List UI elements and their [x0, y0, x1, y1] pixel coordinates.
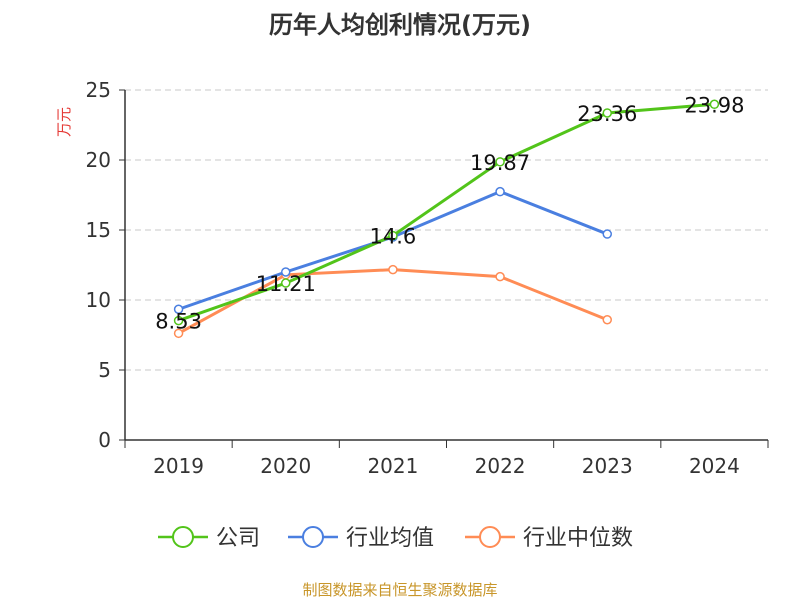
data-point[interactable] — [602, 314, 612, 325]
data-label: 19.87 — [470, 151, 530, 175]
legend-item[interactable]: 行业均值 — [288, 526, 434, 551]
x-tick-label: 2020 — [260, 454, 311, 478]
y-tick-label: 0 — [98, 428, 111, 452]
series-line — [177, 268, 608, 335]
series-line — [178, 190, 608, 311]
data-point[interactable] — [602, 229, 612, 239]
x-tick-label: 2021 — [367, 454, 418, 478]
x-tick-label: 2019 — [153, 454, 204, 478]
y-tick-label: 5 — [98, 358, 111, 382]
source-note: 制图数据来自恒生聚源数据库 — [302, 581, 497, 599]
y-tick-label: 25 — [86, 78, 111, 102]
data-label: 11.21 — [256, 272, 316, 296]
series-line — [178, 102, 715, 322]
legend-item[interactable]: 公司 — [158, 526, 260, 551]
data-point[interactable] — [173, 328, 184, 339]
data-label: 8.53 — [155, 310, 202, 334]
legend-label: 公司 — [216, 526, 260, 551]
legend-item[interactable]: 行业中位数 — [465, 526, 633, 551]
data-label: 14.6 — [370, 225, 417, 249]
legend-label: 行业均值 — [346, 526, 434, 551]
x-tick-label: 2023 — [582, 454, 633, 478]
data-point[interactable] — [495, 271, 505, 282]
legend-marker-icon — [479, 526, 501, 548]
x-tick-label: 2022 — [475, 454, 526, 478]
data-point[interactable] — [602, 108, 612, 118]
data-point[interactable] — [388, 264, 398, 275]
y-tick-label: 20 — [86, 148, 111, 172]
legend-label: 行业中位数 — [523, 526, 633, 551]
data-point[interactable] — [495, 157, 505, 167]
y-tick-label: 15 — [86, 218, 111, 242]
data-point[interactable] — [388, 230, 398, 241]
x-tick-label: 2024 — [689, 454, 740, 478]
data-point[interactable] — [173, 315, 184, 326]
chart-title: 历年人均创利情况(万元) — [269, 11, 531, 39]
data-point[interactable] — [281, 267, 291, 277]
data-point[interactable] — [709, 99, 720, 110]
data-label: 23.98 — [684, 93, 744, 117]
data-point[interactable] — [281, 278, 291, 288]
y-axis-label: 万元 — [55, 107, 73, 137]
legend-marker-icon — [302, 526, 324, 548]
data-point[interactable] — [495, 186, 505, 197]
legend-marker-icon — [172, 526, 194, 548]
data-label: 23.36 — [577, 102, 637, 126]
data-point[interactable] — [173, 304, 184, 314]
y-tick-label: 10 — [86, 288, 111, 312]
